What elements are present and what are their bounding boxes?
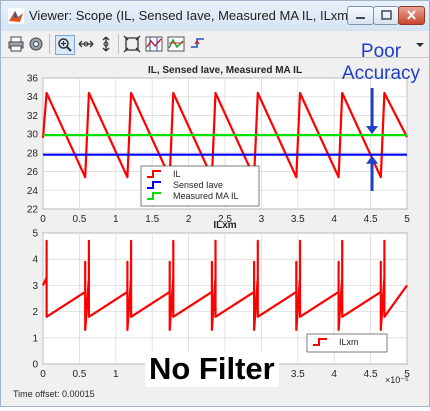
y-tick-label: 36 <box>27 74 39 85</box>
zoom-in-icon[interactable] <box>55 35 75 55</box>
series-line-ilxm <box>41 239 408 331</box>
y-tick-label: 26 <box>27 167 39 178</box>
y-tick-label: 2 <box>32 307 38 318</box>
poor-accuracy-annotation: Poor Accuracy <box>331 41 430 85</box>
triggers-icon[interactable] <box>189 35 207 53</box>
window-title: Viewer: Scope (IL, Sensed Iave, Measured… <box>29 8 353 23</box>
x-tick-label: 1 <box>113 214 119 225</box>
x-tick-label: 3.5 <box>291 369 305 380</box>
x-tick-label: 2.5 <box>218 214 232 225</box>
legend-entry: Sensed Iave <box>173 180 223 190</box>
annotation-line-2: Accuracy <box>341 63 421 84</box>
x-tick-label: 4 <box>331 214 337 225</box>
chart-title: ILxm <box>213 220 236 231</box>
cursor-measure-icon[interactable] <box>145 35 163 53</box>
y-tick-label: 0 <box>32 360 38 371</box>
x-tick-label: 4.5 <box>364 369 378 380</box>
y-tick-label: 4 <box>32 255 38 266</box>
x-tick-label: 2 <box>186 214 192 225</box>
zoom-x-icon[interactable] <box>77 35 95 53</box>
legend-swatch <box>147 181 161 189</box>
x-tick-label: 4.5 <box>364 214 378 225</box>
plot-area: IL, Sensed Iave, Measured MA IL 0 0.5 1 1.5 2… <box>1 58 429 406</box>
chart-title: IL, Sensed Iave, Measured MA IL <box>148 65 302 76</box>
legend-swatch <box>147 192 161 200</box>
x-tick-label: 5 <box>404 369 410 380</box>
time-offset-value: 0.00015 <box>62 389 95 399</box>
x-tick-label: 0.5 <box>72 369 86 380</box>
settings-icon[interactable] <box>27 35 45 53</box>
x-tick-label: 3.5 <box>291 214 305 225</box>
arrow-up-head <box>366 155 379 164</box>
minimize-button[interactable] <box>347 6 374 25</box>
x-tick-label: 4 <box>331 369 337 380</box>
title-bar[interactable]: Viewer: Scope (IL, Sensed Iave, Measured… <box>1 1 429 31</box>
zoom-y-icon[interactable] <box>97 35 115 53</box>
series-line-il <box>41 91 408 179</box>
annotation-line-1: Poor <box>360 41 402 62</box>
y-tick-label: 28 <box>27 148 39 159</box>
time-offset-label: Time offset: <box>13 389 60 399</box>
x-tick-label: 0 <box>40 214 46 225</box>
maximize-button[interactable] <box>373 6 399 25</box>
y-tick-label: 22 <box>27 205 39 216</box>
toolbar-separator <box>49 34 50 54</box>
minimize-icon <box>356 17 365 19</box>
y-tick-label: 1 <box>32 333 38 344</box>
y-tick-label: 24 <box>27 186 39 197</box>
y-tick-label: 5 <box>32 229 38 240</box>
legend-swatch <box>147 170 161 178</box>
legend-entry: IL <box>173 169 181 179</box>
toolbar-separator <box>118 34 119 54</box>
time-offset-status: Time offset: 0.00015 <box>13 389 95 399</box>
x-tick-label: 5 <box>404 214 410 225</box>
x-tick-label: 3 <box>259 214 265 225</box>
print-icon[interactable] <box>7 35 25 53</box>
legend-box <box>140 165 260 207</box>
toolbar-overflow-icon[interactable] <box>416 40 424 48</box>
x-axis-exponent: ×10⁻⁵ <box>385 375 409 385</box>
legend-swatch <box>313 338 327 346</box>
arrow-down-head <box>366 126 379 135</box>
toolbar <box>1 31 429 58</box>
scope-plots: IL, Sensed Iave, Measured MA IL 0 0.5 1 1.5 2… <box>27 65 410 380</box>
autoscale-icon[interactable] <box>123 35 141 53</box>
x-tick-label: 1.5 <box>145 214 159 225</box>
x-tick-label: 1 <box>113 369 119 380</box>
y-tick-label: 32 <box>27 111 39 122</box>
legend-entry: Measured MA IL <box>173 191 239 201</box>
signal-stats-icon[interactable] <box>167 35 185 53</box>
x-tick-label: 0 <box>40 369 46 380</box>
close-icon <box>407 10 416 20</box>
no-filter-label: No Filter <box>145 351 279 387</box>
x-tick-label: 0.5 <box>72 214 86 225</box>
y-tick-label: 30 <box>27 130 39 141</box>
y-tick-label: 34 <box>27 92 39 103</box>
close-button[interactable] <box>398 6 425 25</box>
y-tick-label: 3 <box>32 281 38 292</box>
legend-entry: ILxm <box>339 337 359 347</box>
maximize-icon <box>381 10 392 20</box>
matlab-icon <box>8 8 24 24</box>
